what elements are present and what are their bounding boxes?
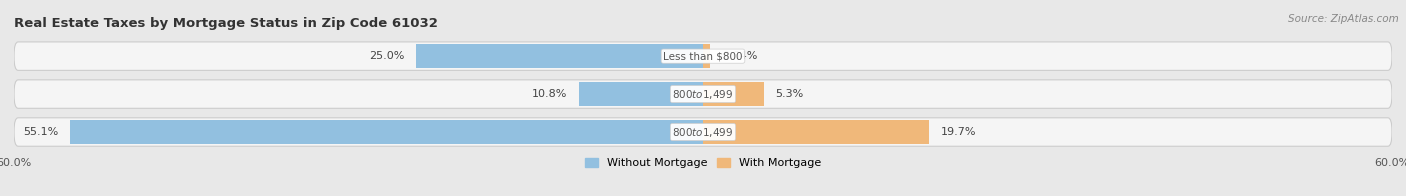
Text: 55.1%: 55.1% [24, 127, 59, 137]
Bar [416, 44, 703, 68]
Text: $800 to $1,499: $800 to $1,499 [672, 125, 734, 139]
Text: Less than $800: Less than $800 [664, 51, 742, 61]
Bar [703, 82, 763, 106]
Bar [703, 44, 710, 68]
Text: 19.7%: 19.7% [941, 127, 976, 137]
Text: Real Estate Taxes by Mortgage Status in Zip Code 61032: Real Estate Taxes by Mortgage Status in … [14, 17, 437, 30]
Bar [703, 120, 929, 144]
Text: Source: ZipAtlas.com: Source: ZipAtlas.com [1288, 14, 1399, 24]
FancyBboxPatch shape [14, 80, 1392, 108]
Bar [579, 82, 703, 106]
Bar [70, 120, 703, 144]
Text: 0.64%: 0.64% [721, 51, 758, 61]
Legend: Without Mortgage, With Mortgage: Without Mortgage, With Mortgage [585, 158, 821, 169]
Text: 10.8%: 10.8% [531, 89, 568, 99]
FancyBboxPatch shape [14, 42, 1392, 70]
Text: 25.0%: 25.0% [370, 51, 405, 61]
Text: $800 to $1,499: $800 to $1,499 [672, 88, 734, 101]
Text: 5.3%: 5.3% [775, 89, 804, 99]
FancyBboxPatch shape [14, 118, 1392, 146]
